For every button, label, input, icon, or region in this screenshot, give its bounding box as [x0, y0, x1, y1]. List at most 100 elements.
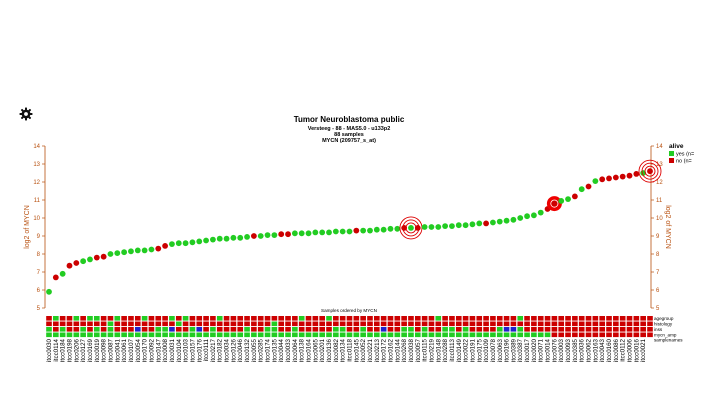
data-point-84[interactable] [619, 173, 626, 180]
data-point-18[interactable] [169, 241, 175, 248]
data-point-60[interactable] [455, 222, 462, 229]
data-point-48[interactable] [373, 226, 380, 233]
data-point-59[interactable] [449, 223, 455, 230]
sample-label-78: itcc0036 [579, 338, 586, 362]
data-point-5[interactable] [80, 258, 87, 265]
data-point-78[interactable] [578, 186, 585, 193]
data-point-30[interactable] [250, 233, 257, 239]
data-point-0[interactable] [46, 288, 52, 295]
sample-label-76: itcc0093 [565, 338, 572, 362]
track-cell-inss-70 [524, 327, 530, 332]
track-cell-mycn_amp-35 [285, 332, 291, 338]
data-point-68[interactable] [510, 216, 517, 223]
data-point-7[interactable] [93, 254, 100, 261]
data-point-56[interactable] [428, 224, 435, 230]
data-point-86[interactable] [633, 171, 640, 177]
data-point-22[interactable] [196, 238, 203, 245]
data-point-9[interactable] [107, 251, 114, 257]
data-point-82[interactable] [606, 175, 612, 182]
track-cell-mycn_amp-59 [449, 332, 455, 338]
data-point-72[interactable] [537, 209, 544, 216]
data-point-2[interactable] [59, 270, 66, 277]
data-point-31[interactable] [257, 233, 264, 239]
data-point-75[interactable] [558, 198, 565, 204]
data-point-8[interactable] [100, 253, 107, 260]
data-point-11[interactable] [121, 249, 128, 256]
track-cell-histology-83 [613, 321, 619, 327]
data-point-58[interactable] [442, 223, 449, 230]
data-point-79[interactable] [585, 183, 592, 190]
data-point-49[interactable] [380, 226, 387, 233]
data-point-42[interactable] [332, 228, 339, 235]
data-point-64[interactable] [483, 220, 489, 227]
data-point-81[interactable] [599, 176, 606, 183]
data-point-36[interactable] [291, 230, 298, 237]
data-point-46[interactable] [360, 227, 367, 234]
data-point-4[interactable] [73, 260, 80, 266]
data-point-23[interactable] [203, 237, 209, 244]
data-point-85[interactable] [626, 172, 633, 179]
data-point-41[interactable] [326, 229, 332, 236]
data-point-29[interactable] [244, 234, 250, 240]
data-point-32[interactable] [264, 232, 271, 239]
data-point-20[interactable] [182, 240, 189, 247]
data-point-71[interactable] [530, 212, 537, 219]
data-point-15[interactable] [148, 246, 155, 253]
sample-label-85: itcc0006 [627, 338, 634, 362]
data-point-54[interactable] [414, 225, 421, 231]
track-cell-histology-34 [278, 321, 285, 327]
data-point-62[interactable] [469, 221, 476, 228]
data-point-53[interactable] [408, 225, 414, 231]
track-cell-mycn_amp-5 [80, 332, 86, 338]
data-point-69[interactable] [517, 215, 524, 221]
data-point-10[interactable] [114, 250, 121, 256]
track-cell-mycn_amp-28 [237, 332, 244, 338]
data-point-12[interactable] [128, 248, 134, 255]
data-point-57[interactable] [435, 224, 442, 230]
data-point-28[interactable] [237, 234, 244, 241]
data-point-45[interactable] [353, 227, 360, 234]
data-point-34[interactable] [278, 231, 285, 238]
data-point-14[interactable] [141, 247, 148, 254]
data-point-21[interactable] [189, 239, 196, 246]
data-point-74[interactable] [551, 200, 558, 207]
data-point-63[interactable] [476, 220, 483, 227]
data-point-26[interactable] [223, 235, 230, 242]
data-point-83[interactable] [612, 174, 619, 181]
highlight-ring-88-2 [644, 165, 656, 177]
data-point-33[interactable] [271, 232, 278, 239]
data-point-19[interactable] [175, 240, 182, 247]
track-cell-mycn_amp-9 [107, 332, 114, 338]
data-point-66[interactable] [496, 218, 503, 225]
data-point-38[interactable] [305, 230, 312, 237]
data-point-51[interactable] [394, 225, 401, 232]
data-point-77[interactable] [571, 193, 578, 200]
data-point-76[interactable] [565, 196, 571, 203]
data-point-16[interactable] [155, 245, 162, 252]
data-point-88[interactable] [647, 168, 653, 175]
data-point-13[interactable] [134, 247, 141, 254]
data-point-37[interactable] [298, 230, 305, 237]
data-point-70[interactable] [524, 213, 530, 220]
data-point-27[interactable] [230, 234, 237, 241]
track-cell-inss-51 [394, 327, 401, 332]
data-point-65[interactable] [490, 219, 496, 226]
data-point-55[interactable] [421, 224, 428, 230]
data-point-50[interactable] [387, 225, 394, 232]
data-point-35[interactable] [285, 231, 291, 238]
data-point-3[interactable] [66, 262, 73, 269]
data-point-67[interactable] [503, 217, 510, 224]
data-point-24[interactable] [210, 236, 216, 243]
data-point-47[interactable] [367, 227, 373, 234]
data-point-17[interactable] [162, 243, 169, 249]
data-point-61[interactable] [462, 222, 469, 229]
data-point-1[interactable] [52, 274, 59, 281]
gear-icon[interactable] [19, 107, 33, 121]
data-point-44[interactable] [346, 228, 353, 235]
data-point-40[interactable] [319, 229, 326, 236]
data-point-80[interactable] [592, 178, 599, 185]
data-point-43[interactable] [339, 228, 346, 235]
data-point-6[interactable] [87, 256, 93, 263]
data-point-25[interactable] [216, 235, 223, 242]
data-point-39[interactable] [312, 229, 319, 236]
